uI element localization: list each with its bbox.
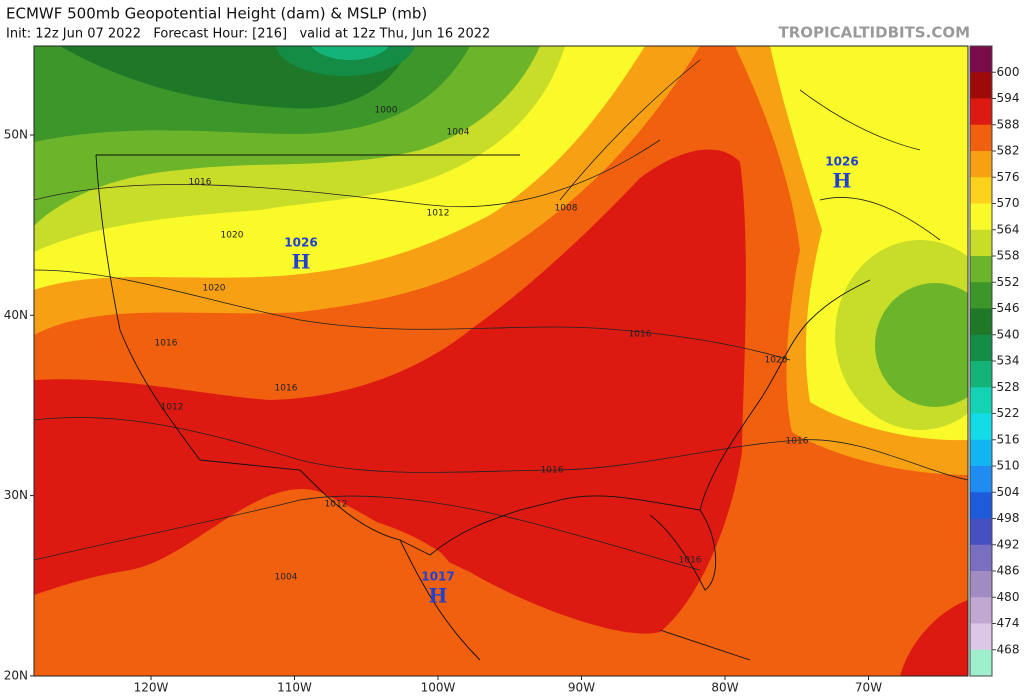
lat-label: 50N (4, 128, 28, 142)
colorbar-band (970, 203, 992, 231)
subtitle: Init: 12z Jun 07 2022 Forecast Hour: [21… (6, 27, 490, 42)
lon-label: 120W (134, 681, 169, 695)
map-frame (33, 45, 969, 677)
isobar-label: 1008 (555, 204, 578, 214)
high-pressure-value: 1026 (825, 155, 858, 169)
map (34, 46, 968, 676)
isobar-label: 1016 (629, 330, 652, 340)
colorbar-label: 576 (997, 170, 1020, 184)
colorbar-label: 600 (997, 65, 1020, 79)
isobar-label: 1012 (325, 500, 348, 510)
lon-label: 90W (568, 681, 595, 695)
colorbar-label: 552 (997, 275, 1020, 289)
colorbar-label: 546 (997, 301, 1020, 315)
colorbar-label: 588 (997, 117, 1020, 131)
colorbar-band (970, 623, 992, 651)
high-pressure-marker: H (429, 584, 448, 608)
colorbar-label: 486 (997, 564, 1020, 578)
lon-label: 110W (277, 681, 312, 695)
high-pressure-value: 1017 (421, 570, 454, 584)
colorbar-label: 558 (997, 249, 1020, 263)
colorbar-band (970, 649, 992, 677)
colorbar-band (970, 151, 992, 178)
colorbar: 600 594 588 582 576 570 564 558 552 546 540 534 528 5… (969, 45, 1020, 677)
colorbar-band (970, 98, 992, 126)
isobar-label: 1016 (786, 437, 809, 447)
colorbar-band (970, 518, 992, 546)
colorbar-label: 492 (997, 537, 1020, 551)
lat-label: 30N (4, 488, 28, 502)
isobar-label: 1000 (375, 106, 398, 116)
colorbar-band (970, 492, 992, 519)
high-pressure-value: 1026 (284, 236, 317, 250)
site-credit: TROPICALTIDBITS.COM (779, 24, 971, 42)
colorbar-label: 582 (997, 144, 1020, 158)
colorbar-band (970, 46, 992, 73)
colorbar-label: 570 (997, 196, 1020, 210)
isobar-label: 1004 (447, 128, 470, 138)
colorbar-band (970, 597, 992, 624)
colorbar-band (970, 413, 992, 441)
colorbar-label: 516 (997, 432, 1020, 446)
colorbar-band (970, 177, 992, 204)
colorbar-band (970, 439, 992, 467)
colorbar-band (970, 361, 992, 388)
isobar-label: 1020 (765, 356, 788, 366)
isobar-label: 1004 (275, 573, 298, 583)
isobar-label: 1020 (203, 284, 226, 294)
colorbar-label: 540 (997, 327, 1020, 341)
colorbar-label: 480 (997, 590, 1020, 604)
colorbar-label: 498 (997, 511, 1020, 525)
isobar-label: 1020 (221, 231, 244, 241)
colorbar-band (970, 256, 992, 283)
colorbar-band (970, 308, 992, 336)
colorbar-band (970, 387, 992, 414)
colorbar-band (970, 229, 992, 257)
high-pressure-marker: H (292, 250, 311, 274)
isobar-label: 1016 (541, 466, 564, 476)
colorbar-band (970, 72, 992, 99)
colorbar-label: 474 (997, 616, 1020, 630)
colorbar-band (970, 571, 992, 598)
lon-label: 80W (711, 681, 738, 695)
lat-label: 20N (4, 668, 28, 682)
isobar-label: 1016 (155, 339, 178, 349)
isobar-label: 1012 (161, 403, 184, 413)
isobar-label: 1016 (679, 556, 702, 566)
colorbar-label: 468 (997, 642, 1020, 656)
colorbar-label: 522 (997, 406, 1020, 420)
colorbar-band (970, 124, 992, 152)
title: ECMWF 500mb Geopotential Height (dam) & … (6, 5, 427, 23)
lat-label: 40N (4, 308, 28, 322)
isobar-label: 1016 (275, 384, 298, 394)
axes: 50N 40N 30N 20N 120W 110W 100W 90W 80W 70W (4, 128, 882, 695)
colorbar-label: 528 (997, 380, 1020, 394)
colorbar-band (970, 282, 992, 309)
colorbar-band (970, 334, 992, 362)
isobar-label: 1012 (427, 209, 450, 219)
lon-label: 100W (421, 681, 456, 695)
colorbar-band (970, 544, 992, 572)
colorbar-label: 510 (997, 459, 1020, 473)
isobar-label: 1016 (189, 178, 212, 188)
colorbar-label: 534 (997, 354, 1020, 368)
lon-label: 70W (855, 681, 882, 695)
colorbar-label: 594 (997, 91, 1020, 105)
colorbar-label: 504 (997, 485, 1020, 499)
colorbar-band (970, 466, 992, 493)
colorbar-label: 564 (997, 222, 1020, 236)
high-pressure-marker: H (833, 169, 852, 193)
